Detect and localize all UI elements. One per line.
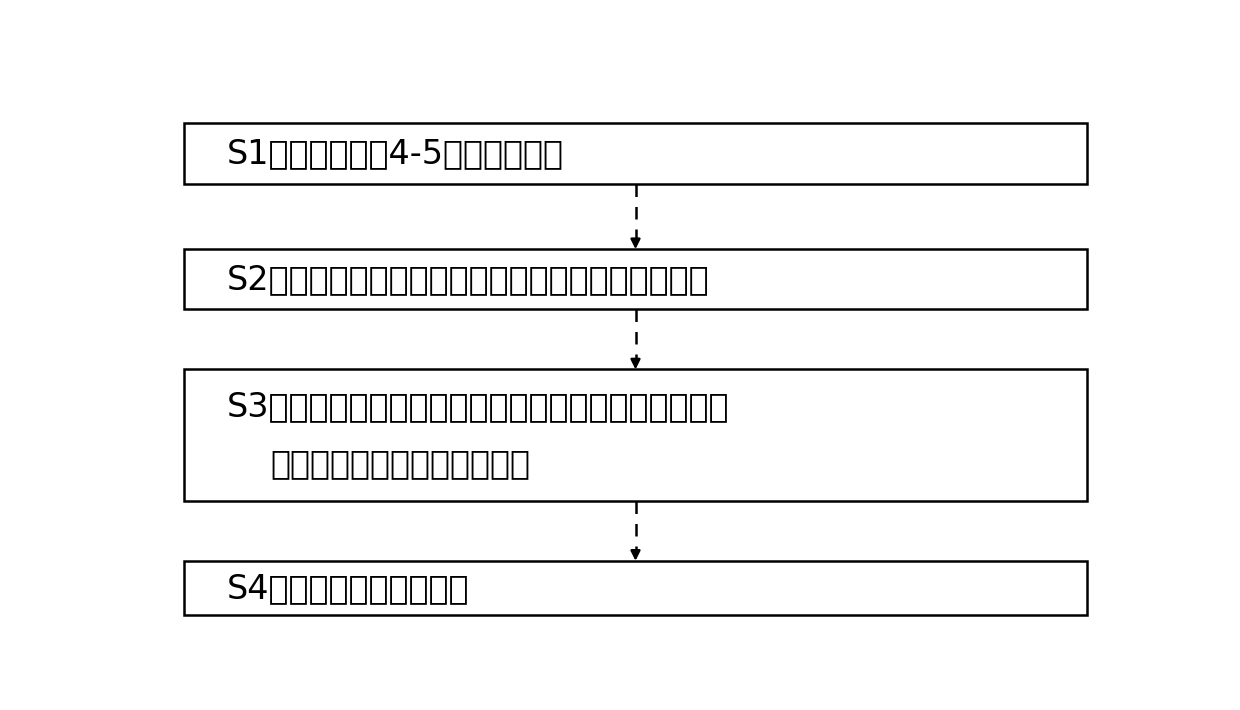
Text: S2、在成年活竹的中部以下的至少一个竹节上部打孔: S2、在成年活竹的中部以下的至少一个竹节上部打孔 xyxy=(227,263,709,296)
Text: 将活性酵母溶液注射至竹节内: 将活性酵母溶液注射至竹节内 xyxy=(270,447,531,481)
Bar xyxy=(184,561,1087,616)
Bar xyxy=(184,249,1087,310)
Bar xyxy=(184,369,1087,501)
Bar xyxy=(184,124,1087,184)
Text: S4、采用食用蜡将孔封堵: S4、采用食用蜡将孔封堵 xyxy=(227,572,470,605)
Text: S1、选择年龄为4-5年的成年活竹: S1、选择年龄为4-5年的成年活竹 xyxy=(227,137,564,170)
Text: S3、注射针将活性酵母溶液抽取，然后对准竹节上的孔: S3、注射针将活性酵母溶液抽取，然后对准竹节上的孔 xyxy=(227,390,729,422)
